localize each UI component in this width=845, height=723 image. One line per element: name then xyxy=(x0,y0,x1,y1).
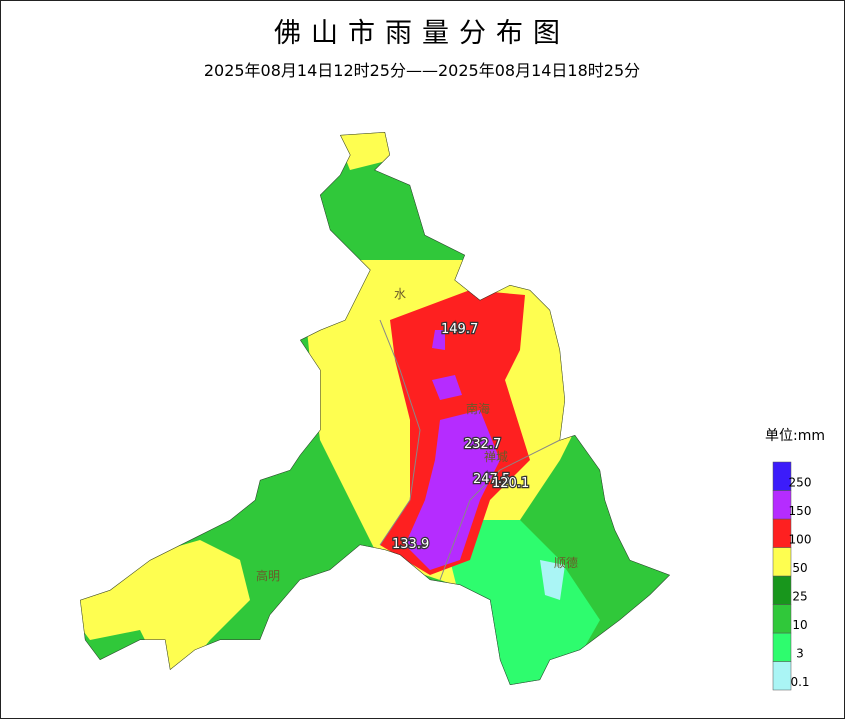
station-value: 232.7 xyxy=(464,437,501,452)
district-label: 南海 xyxy=(466,401,490,416)
legend-swatch xyxy=(772,632,792,662)
legend-label: 250 xyxy=(789,476,812,490)
district-label: 顺德 xyxy=(554,555,578,570)
title: 佛山市雨量分布图 xyxy=(274,18,570,49)
legend-label: 100 xyxy=(789,533,812,547)
legend-swatch xyxy=(772,661,792,691)
legend-label: 0.1 xyxy=(790,675,809,689)
legend-swatch xyxy=(772,547,792,577)
legend-label: 10 xyxy=(792,618,807,632)
legend-swatch xyxy=(772,604,792,634)
station-value: 133.9 xyxy=(392,537,429,552)
legend-swatch xyxy=(772,575,792,605)
legend-unit: 单位:mm xyxy=(765,428,825,444)
legend-label: 3 xyxy=(796,647,804,661)
district-label: 禅城 xyxy=(484,450,508,464)
station-value: 120.1 xyxy=(492,476,529,491)
legend-label: 150 xyxy=(789,504,812,518)
station-value: 247.5 xyxy=(473,472,510,487)
subtitle: 2025年08月14日12时25分——2025年08月14日18时25分 xyxy=(204,61,640,80)
station-value: 149.7 xyxy=(441,322,478,337)
legend-swatch xyxy=(772,461,792,491)
district-label: 高明 xyxy=(256,568,280,583)
district-label: 水 xyxy=(394,287,406,301)
legend-label: 50 xyxy=(792,561,807,575)
legend-label: 25 xyxy=(792,590,807,604)
